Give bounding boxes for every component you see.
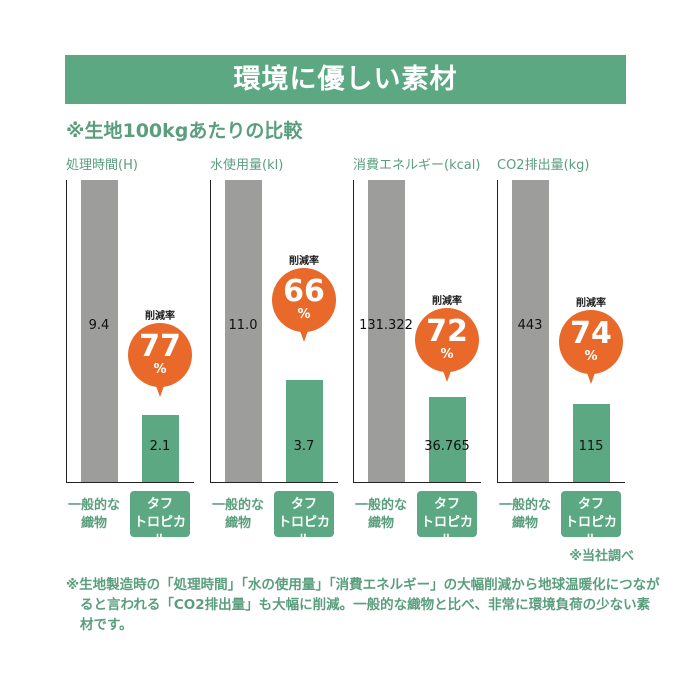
subtitle: ※生地100kgあたりの比較 — [66, 120, 303, 142]
category-tuff-tropical: タフ トロピカル — [417, 491, 477, 548]
reduction-rate-label: 削減率 — [576, 298, 606, 309]
category-tuff-line1: タフ — [433, 497, 460, 512]
baseline — [210, 482, 338, 483]
reduction-value: 72 — [426, 314, 468, 349]
bubble-tail — [155, 383, 165, 397]
bar-general — [368, 180, 405, 482]
axis-line — [210, 180, 211, 482]
baseline — [353, 482, 481, 483]
category-general-line2: 織物 — [511, 516, 538, 531]
category-general-line1: 一般的な — [211, 498, 264, 513]
value-label-tuff-tropical: 3.7 — [293, 439, 315, 454]
category-general-line2: 織物 — [80, 516, 107, 531]
reduction-rate-label: 削減率 — [145, 311, 175, 322]
value-label-tuff-tropical: 2.1 — [149, 439, 171, 454]
percent-sign: % — [153, 362, 167, 377]
bar-tuff-tropical — [573, 404, 610, 482]
category-tuff-line1: タフ — [577, 497, 604, 512]
footnote: ※生地製造時の「処理時間」「水の使用量」「消費エネルギー」の大幅削減から地球温暖… — [66, 577, 660, 633]
reduction-rate-label: 削減率 — [289, 256, 319, 267]
value-label-general: 11.0 — [228, 318, 258, 333]
category-tuff-tropical: タフ トロピカル — [274, 491, 334, 548]
bar-tuff-tropical — [286, 380, 323, 482]
category-tuff-tropical: タフ トロピカル — [561, 491, 621, 548]
reduction-rate-bubble: 74% — [559, 310, 623, 374]
bar-tuff-tropical — [429, 397, 466, 482]
metric-title: CO2排出量(kg) — [497, 158, 590, 173]
bar-tuff-tropical — [142, 415, 179, 482]
bar-general — [225, 180, 262, 482]
reduction-rate-bubble: 72% — [415, 308, 479, 372]
reduction-value: 77 — [139, 329, 181, 364]
category-tuff-line1: タフ — [146, 497, 173, 512]
baseline — [497, 482, 625, 483]
category-tuff-line2: トロピカル — [133, 515, 186, 548]
bar-general — [512, 180, 549, 482]
banner-title: 環境に優しい素材 — [65, 55, 626, 104]
value-label-tuff-tropical: 36.765 — [424, 439, 470, 454]
reduction-rate-bubble: 66% — [272, 268, 336, 332]
axis-line — [497, 180, 498, 482]
category-general: 一般的な 織物 — [495, 497, 555, 533]
metric-title: 処理時間(H) — [66, 158, 138, 173]
value-label-general: 131.322 — [359, 318, 413, 333]
percent-sign: % — [584, 349, 598, 364]
reduction-value: 66 — [283, 274, 325, 309]
value-label-general: 443 — [517, 318, 543, 333]
category-general-line2: 織物 — [367, 516, 394, 531]
bubble-tail — [586, 370, 596, 384]
category-tuff-line2: トロピカル — [420, 515, 473, 548]
bubble-tail — [299, 328, 309, 342]
percent-sign: % — [297, 307, 311, 322]
metric-title: 水使用量(kl) — [210, 158, 284, 173]
source-note: ※当社調べ — [569, 549, 634, 564]
category-tuff-line2: トロピカル — [564, 515, 617, 548]
category-general: 一般的な 織物 — [64, 497, 124, 533]
category-general: 一般的な 織物 — [351, 497, 411, 533]
reduction-rate-bubble: 77% — [128, 323, 192, 387]
bar-general — [81, 180, 118, 482]
category-tuff-tropical: タフ トロピカル — [130, 491, 190, 548]
percent-sign: % — [440, 347, 454, 362]
category-general-line1: 一般的な — [498, 498, 551, 513]
value-label-tuff-tropical: 115 — [578, 439, 604, 454]
category-general-line1: 一般的な — [354, 498, 407, 513]
reduction-rate-label: 削減率 — [432, 296, 462, 307]
value-label-general: 9.4 — [88, 318, 110, 333]
category-general: 一般的な 織物 — [208, 497, 268, 533]
category-general-line2: 織物 — [224, 516, 251, 531]
reduction-value: 74 — [570, 316, 612, 351]
category-tuff-line2: トロピカル — [277, 515, 330, 548]
axis-line — [66, 180, 67, 482]
baseline — [66, 482, 194, 483]
metric-title: 消費エネルギー(kcal) — [353, 158, 481, 173]
bubble-tail — [442, 368, 452, 382]
axis-line — [353, 180, 354, 482]
category-general-line1: 一般的な — [67, 498, 120, 513]
category-tuff-line1: タフ — [290, 497, 317, 512]
